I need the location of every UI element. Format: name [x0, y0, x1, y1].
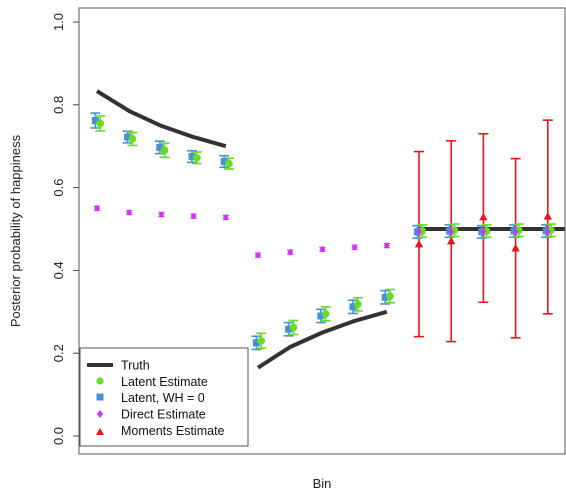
x-axis-label: Bin	[313, 476, 332, 491]
moments-point	[511, 243, 520, 252]
latent-point	[386, 292, 394, 300]
direct-point	[190, 212, 197, 220]
latent-wh0-point	[285, 325, 293, 333]
direct-point	[126, 209, 133, 216]
latent-wh0-point	[349, 303, 357, 311]
latent-point	[321, 310, 330, 318]
direct-point	[383, 242, 390, 249]
y-tick-label: 0.6	[51, 179, 66, 197]
latent-wh0-point	[381, 293, 389, 301]
y-axis-label: Posterior probability of happiness	[8, 134, 23, 327]
direct-point	[512, 228, 519, 235]
legend-label-truth: Truth	[121, 359, 150, 373]
latent-wh0-point	[124, 133, 132, 141]
legend-key-latent-wh0	[96, 393, 104, 401]
y-tick-label: 1.0	[51, 13, 66, 31]
latent-point	[225, 159, 233, 168]
latent-point	[160, 146, 169, 155]
y-tick-label: 0.4	[51, 261, 66, 279]
truth-line-segment	[256, 309, 388, 370]
legend-key-latent	[96, 377, 104, 385]
moments-point	[414, 239, 424, 248]
legend-label-latent: Latent Estimate	[121, 375, 208, 389]
y-axis: 0.0 0.2 0.4 0.6 0.8 1.0	[51, 13, 79, 445]
direct-point	[255, 251, 261, 259]
y-tick-label: 0.2	[51, 344, 66, 362]
direct-point	[448, 228, 455, 235]
moments-point	[479, 212, 488, 221]
legend-label-direct: Direct Estimate	[121, 408, 206, 422]
legend-box	[79, 347, 249, 447]
y-tick-label: 0.0	[51, 427, 66, 445]
plot-frame	[78, 7, 566, 455]
legend: Truth Latent Estimate Latent, WH = 0 Dir…	[79, 347, 249, 447]
direct-point	[416, 228, 422, 235]
direct-point	[544, 228, 551, 235]
latent-point	[354, 300, 362, 309]
latent-wh0-point	[91, 117, 99, 125]
latent-wh0-point	[188, 153, 196, 161]
direct-point	[158, 211, 165, 218]
legend-label-latent-wh0: Latent, WH = 0	[121, 391, 205, 405]
direct-point	[480, 228, 487, 235]
latent-point	[96, 119, 105, 128]
moments-point	[543, 212, 552, 220]
latent-point	[289, 323, 298, 332]
latent-wh0-point	[317, 312, 325, 320]
latent-point	[193, 153, 201, 162]
direct-point	[319, 246, 326, 253]
latent-point	[257, 336, 266, 345]
legend-key-direct	[96, 410, 104, 418]
latent-wh0-point	[252, 339, 260, 347]
legend-label-moments: Moments Estimate	[121, 424, 225, 438]
moments-point	[447, 236, 456, 245]
latent-wh0-point	[156, 143, 164, 151]
latent-wh0-point	[220, 158, 228, 166]
direct-point	[287, 248, 294, 256]
truth-line-segment	[95, 89, 227, 149]
direct-point	[222, 214, 229, 221]
direct-point	[94, 205, 100, 212]
y-tick-label: 0.8	[51, 96, 66, 114]
legend-key-moments	[96, 428, 104, 435]
latent-point	[128, 134, 137, 143]
plot-area	[90, 89, 565, 370]
direct-point	[351, 244, 358, 251]
